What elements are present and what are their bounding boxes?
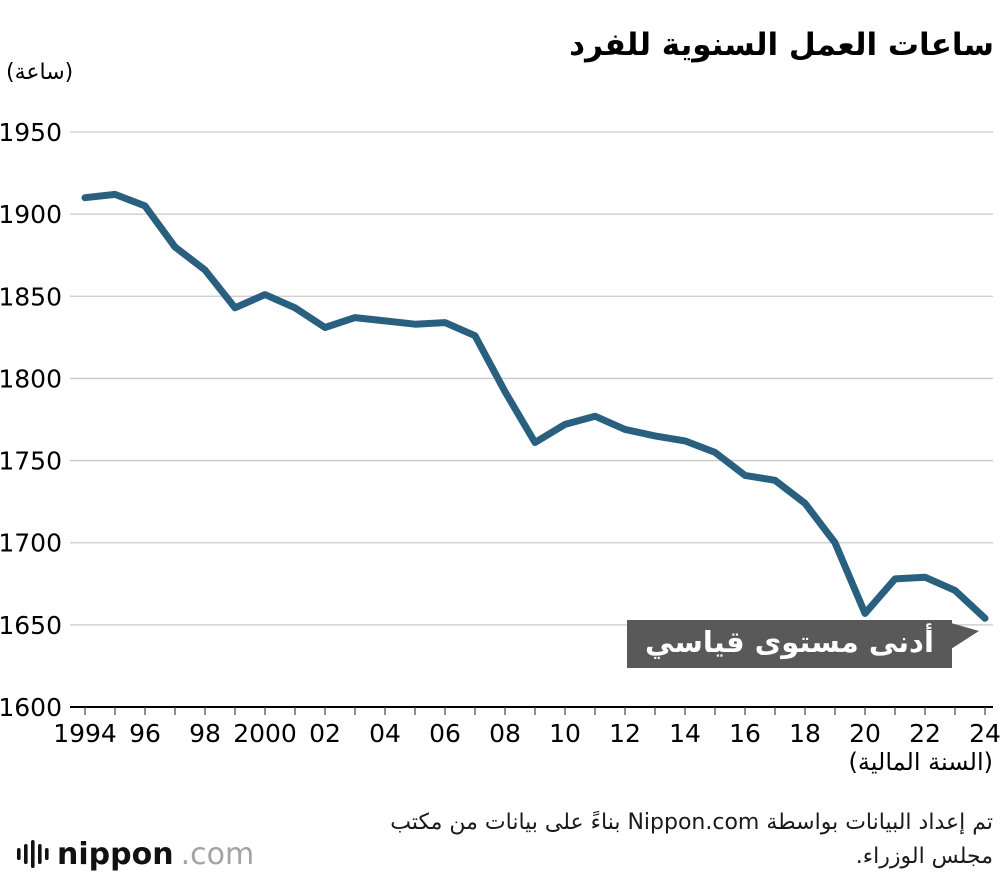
svg-text:16: 16 [729, 719, 761, 748]
svg-text:1950: 1950 [0, 118, 62, 147]
svg-text:12: 12 [609, 719, 641, 748]
svg-text:1700: 1700 [0, 529, 62, 558]
svg-text:18: 18 [789, 719, 821, 748]
svg-text:98: 98 [189, 719, 221, 748]
svg-text:24: 24 [969, 719, 1000, 748]
svg-text:1750: 1750 [0, 447, 62, 476]
nippon-logo: nippon .com [16, 836, 254, 872]
svg-text:08: 08 [489, 719, 521, 748]
svg-text:1900: 1900 [0, 200, 62, 229]
svg-text:1600: 1600 [0, 693, 62, 722]
svg-text:10: 10 [549, 719, 581, 748]
svg-text:20: 20 [849, 719, 881, 748]
svg-text:1850: 1850 [0, 282, 62, 311]
nippon-logo-bars-icon [17, 840, 49, 868]
gridlines [70, 131, 993, 626]
svg-text:1994: 1994 [53, 719, 117, 748]
y-axis-unit-label: (ساعة) [6, 60, 74, 85]
source-note-line1: تم إعداد البيانات بواسطة Nippon.com بناء… [390, 810, 993, 835]
x-axis-title: (السنة المالية) [848, 748, 993, 776]
record-low-annotation-label: أدنى مستوى قياسي [645, 625, 934, 659]
y-axis-labels: 1950 1900 1850 1800 1750 1700 1650 1600 [0, 118, 62, 722]
annotation-pointer-icon [950, 623, 979, 649]
nippon-logo-tld: .com [180, 836, 255, 872]
svg-text:96: 96 [129, 719, 161, 748]
nippon-logo-text: nippon [57, 836, 174, 872]
record-low-annotation: أدنى مستوى قياسي [627, 620, 979, 668]
svg-text:04: 04 [369, 719, 401, 748]
svg-text:1800: 1800 [0, 364, 62, 393]
source-note: تم إعداد البيانات بواسطة Nippon.com بناء… [0, 806, 993, 874]
svg-text:02: 02 [309, 719, 341, 748]
svg-text:1650: 1650 [0, 611, 62, 640]
x-axis [70, 706, 993, 715]
svg-text:14: 14 [669, 719, 701, 748]
source-note-line2: مجلس الوزراء. [855, 844, 993, 870]
data-line [81, 190, 989, 622]
svg-text:22: 22 [909, 719, 941, 748]
page-title: ساعات العمل السنوية للفرد [569, 26, 994, 63]
svg-text:2000: 2000 [233, 719, 297, 748]
svg-text:06: 06 [429, 719, 461, 748]
x-axis-labels: 1994 96 98 2000 02 04 06 08 10 12 14 16 18 20 22 24 [53, 719, 1000, 748]
